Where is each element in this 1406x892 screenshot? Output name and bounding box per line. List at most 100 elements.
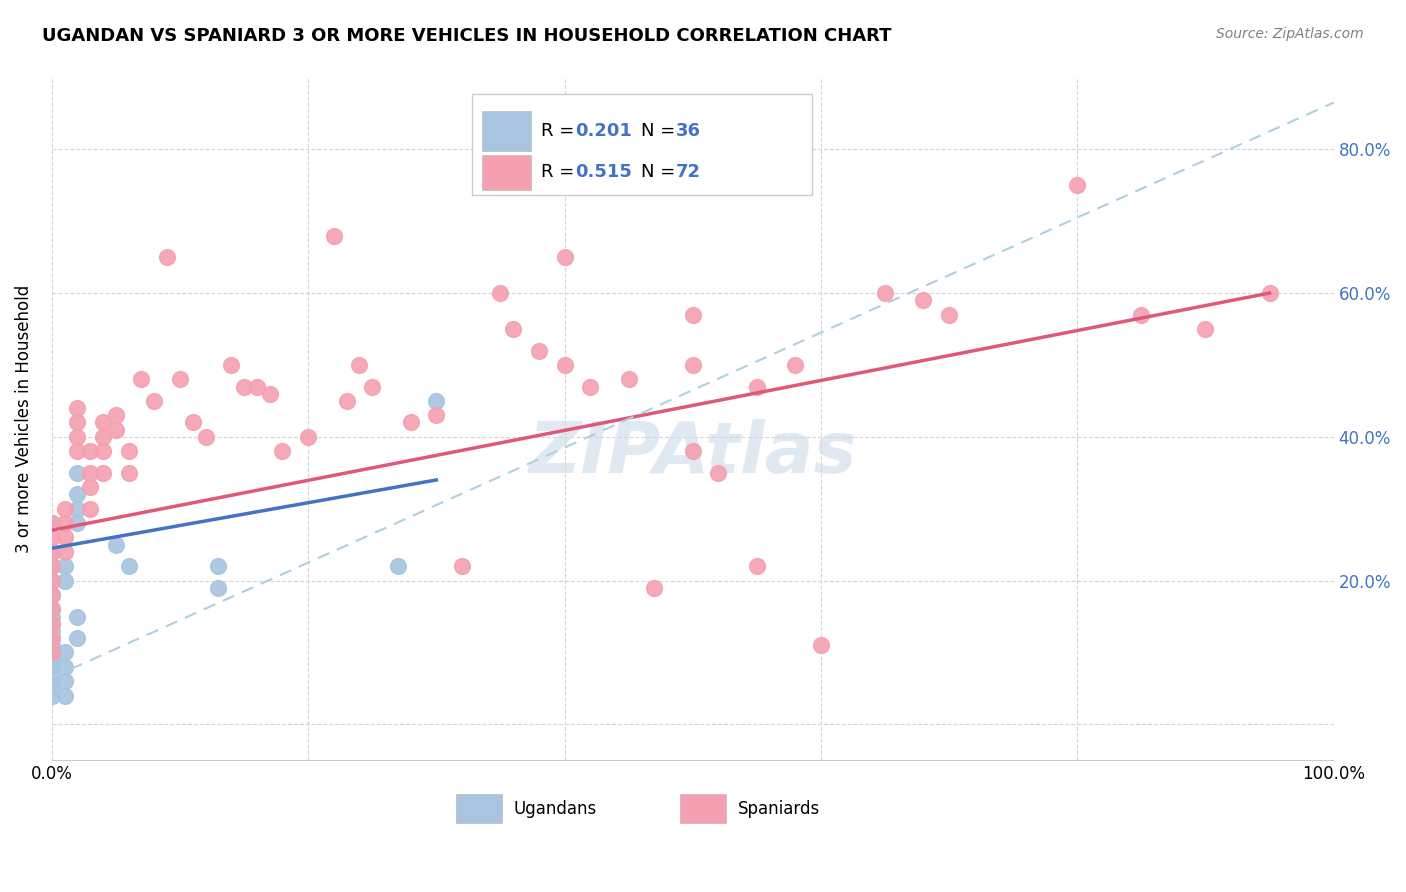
Point	[66, 487, 89, 501]
Point	[181, 416, 204, 430]
Point	[104, 409, 127, 423]
Point	[79, 444, 101, 458]
Point	[527, 343, 550, 358]
Point	[1258, 286, 1281, 301]
Point	[207, 559, 229, 574]
Point	[66, 466, 89, 480]
Point	[219, 358, 242, 372]
Point	[271, 444, 294, 458]
Point	[399, 416, 422, 430]
Text: ZIPAtlas: ZIPAtlas	[529, 418, 856, 488]
Point	[41, 602, 63, 616]
Point	[643, 581, 665, 595]
Point	[207, 581, 229, 595]
Point	[66, 430, 89, 444]
Point	[41, 545, 63, 559]
Point	[1194, 322, 1216, 336]
Point	[41, 624, 63, 638]
Point	[79, 466, 101, 480]
Point	[810, 638, 832, 652]
Point	[66, 444, 89, 458]
Text: 36: 36	[676, 121, 702, 140]
Point	[79, 501, 101, 516]
Point	[745, 379, 768, 393]
Point	[53, 574, 76, 588]
Point	[53, 674, 76, 689]
Point	[53, 516, 76, 530]
Text: UGANDAN VS SPANIARD 3 OR MORE VEHICLES IN HOUSEHOLD CORRELATION CHART: UGANDAN VS SPANIARD 3 OR MORE VEHICLES I…	[42, 27, 891, 45]
Point	[66, 501, 89, 516]
Point	[873, 286, 896, 301]
Text: Ugandans: Ugandans	[513, 800, 596, 818]
Y-axis label: 3 or more Vehicles in Household: 3 or more Vehicles in Household	[15, 285, 32, 553]
Point	[194, 430, 217, 444]
Point	[41, 689, 63, 703]
Point	[451, 559, 474, 574]
Text: R =: R =	[541, 163, 581, 181]
Point	[502, 322, 524, 336]
Point	[259, 386, 281, 401]
Point	[41, 609, 63, 624]
Point	[91, 430, 114, 444]
Text: 0.201: 0.201	[575, 121, 631, 140]
Point	[91, 466, 114, 480]
Point	[349, 358, 371, 372]
Point	[66, 401, 89, 415]
Point	[91, 416, 114, 430]
FancyBboxPatch shape	[482, 154, 531, 190]
Point	[489, 286, 512, 301]
Point	[118, 559, 141, 574]
Point	[41, 545, 63, 559]
Point	[41, 674, 63, 689]
Point	[387, 559, 409, 574]
Point	[707, 466, 730, 480]
Point	[41, 516, 63, 530]
Point	[785, 358, 807, 372]
Point	[1066, 178, 1088, 193]
Point	[41, 588, 63, 602]
Point	[41, 667, 63, 681]
Point	[41, 531, 63, 545]
Point	[1130, 308, 1153, 322]
Point	[912, 293, 935, 308]
Text: Source: ZipAtlas.com: Source: ZipAtlas.com	[1216, 27, 1364, 41]
Point	[41, 631, 63, 645]
Point	[91, 444, 114, 458]
Point	[53, 545, 76, 559]
Point	[361, 379, 384, 393]
Point	[41, 616, 63, 631]
Text: Spaniards: Spaniards	[738, 800, 820, 818]
Point	[297, 430, 319, 444]
Point	[745, 559, 768, 574]
Point	[553, 250, 575, 264]
Text: N =: N =	[641, 121, 682, 140]
Point	[41, 559, 63, 574]
Point	[104, 538, 127, 552]
Point	[53, 645, 76, 659]
Point	[322, 228, 344, 243]
FancyBboxPatch shape	[472, 94, 811, 194]
Point	[53, 531, 76, 545]
Point	[41, 631, 63, 645]
Point	[53, 660, 76, 674]
Point	[41, 645, 63, 659]
Point	[336, 393, 359, 408]
Point	[118, 466, 141, 480]
Point	[938, 308, 960, 322]
Point	[246, 379, 269, 393]
FancyBboxPatch shape	[681, 795, 725, 823]
Point	[682, 308, 704, 322]
Point	[233, 379, 256, 393]
Point	[41, 653, 63, 667]
Point	[41, 574, 63, 588]
Text: N =: N =	[641, 163, 682, 181]
Point	[41, 660, 63, 674]
Point	[156, 250, 179, 264]
Point	[41, 616, 63, 631]
Point	[425, 393, 447, 408]
Point	[41, 516, 63, 530]
Point	[682, 358, 704, 372]
Point	[41, 588, 63, 602]
Point	[53, 689, 76, 703]
Point	[41, 559, 63, 574]
